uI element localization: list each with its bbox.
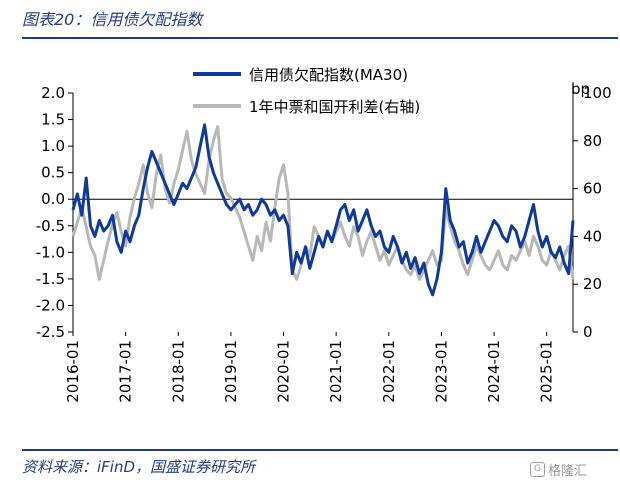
- x-tick-label: 2021-01: [327, 340, 345, 403]
- right-tick-label: 100: [583, 84, 612, 102]
- left-tick-label: 1.0: [41, 137, 65, 155]
- top-divider: [22, 37, 618, 39]
- left-tick-label: -0.5: [36, 217, 65, 235]
- figure-title: 图表20：信用债欠配指数: [22, 10, 203, 29]
- chart-legend: 信用债欠配指数(MA30) 1年中票和国开利差(右轴): [193, 66, 420, 116]
- right-tick-label: 60: [583, 180, 602, 198]
- left-tick-label: 1.5: [41, 111, 65, 129]
- chart-axes: 2.0 1.5 1.0 0.5 0.0 -0.5 -1.0 -1.5 -2.0 -2.5 100 80…: [36, 80, 612, 403]
- x-tick-label: 2022-01: [380, 340, 398, 403]
- left-tick-label: 2.0: [41, 84, 65, 102]
- right-tick-label: 80: [583, 132, 602, 150]
- right-tick-label: 40: [583, 227, 602, 245]
- chart-series-layer: [71, 123, 575, 297]
- legend-label-credit-index: 信用债欠配指数(MA30): [249, 66, 408, 84]
- watermark: G 格隆汇: [530, 460, 587, 479]
- left-tick-label: 0.0: [41, 190, 65, 208]
- left-tick-label: -2.0: [36, 296, 65, 314]
- bottom-divider: [22, 449, 618, 451]
- x-tick-label: 2020-01: [275, 340, 293, 403]
- x-tick-label: 2025-01: [538, 340, 556, 403]
- left-tick-label: 0.5: [41, 164, 65, 182]
- series-line-credit-underallocation: [71, 123, 575, 297]
- right-tick-label: 0: [583, 323, 593, 341]
- x-tick-label: 2019-01: [222, 340, 240, 403]
- left-tick-label: -1.0: [36, 243, 65, 261]
- x-tick-label: 2016-01: [64, 340, 82, 403]
- left-tick-label: -1.5: [36, 270, 65, 288]
- x-tick-label: 2018-01: [169, 340, 187, 403]
- legend-label-spread: 1年中票和国开利差(右轴): [249, 98, 420, 116]
- x-tick-label: 2017-01: [117, 340, 135, 403]
- right-axis-unit: bp: [571, 80, 590, 98]
- series-line-spread: [71, 125, 575, 281]
- watermark-text: 格隆汇: [548, 464, 588, 479]
- left-tick-label: -2.5: [36, 323, 65, 341]
- x-tick-label: 2023-01: [432, 340, 450, 403]
- chart-canvas: 2.0 1.5 1.0 0.5 0.0 -0.5 -1.0 -1.5 -2.0 -2.5 100 80…: [36, 66, 612, 403]
- right-tick-label: 20: [583, 275, 602, 293]
- source-note: 资料来源：iFinD，国盛证券研究所: [22, 458, 256, 476]
- x-tick-label: 2024-01: [485, 340, 503, 403]
- watermark-logo-icon: G: [530, 462, 545, 477]
